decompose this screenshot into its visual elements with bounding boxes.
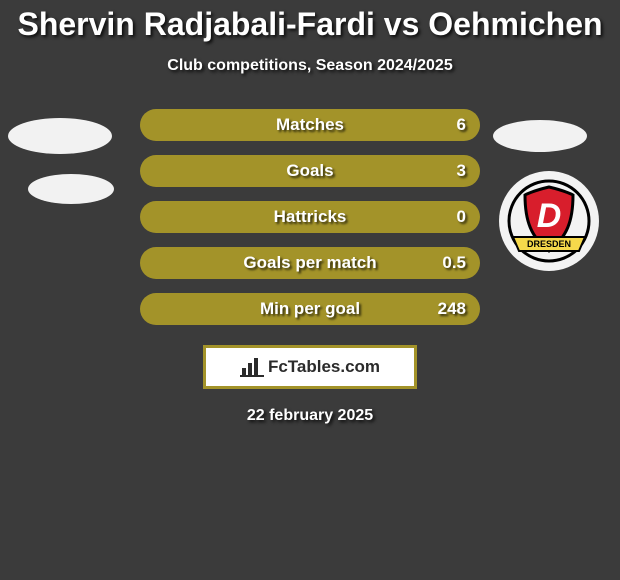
bar-chart-icon	[240, 356, 264, 378]
stat-right-value: 0.5	[442, 253, 466, 273]
stat-bar: Goals 3	[140, 155, 480, 187]
stat-right-value: 0	[457, 207, 466, 227]
stat-right-value: 6	[457, 115, 466, 135]
stat-row: Goals 3	[0, 155, 620, 187]
stat-bar: Hattricks 0	[140, 201, 480, 233]
stats-rows: Matches 6 Goals 3 Hattricks 0 Goals per …	[0, 109, 620, 325]
comparison-infographic: Shervin Radjabali-Fardi vs Oehmichen Clu…	[0, 0, 620, 580]
page-title: Shervin Radjabali-Fardi vs Oehmichen	[0, 6, 620, 43]
brand-text: FcTables.com	[268, 357, 380, 377]
stat-bar: Matches 6	[140, 109, 480, 141]
stat-row: Hattricks 0	[0, 201, 620, 233]
stat-row: Goals per match 0.5	[0, 247, 620, 279]
stat-label: Goals per match	[140, 253, 480, 273]
stat-label: Min per goal	[140, 299, 480, 319]
brand-chip: FcTables.com	[203, 345, 417, 389]
stat-bar: Min per goal 248	[140, 293, 480, 325]
stat-bar: Goals per match 0.5	[140, 247, 480, 279]
stat-right-value: 248	[438, 299, 466, 319]
stat-row: Min per goal 248	[0, 293, 620, 325]
stat-label: Goals	[140, 161, 480, 181]
stat-right-value: 3	[457, 161, 466, 181]
stat-label: Matches	[140, 115, 480, 135]
stat-row: Matches 6	[0, 109, 620, 141]
page-subtitle: Club competitions, Season 2024/2025	[0, 57, 620, 75]
stat-label: Hattricks	[140, 207, 480, 227]
footer-date: 22 february 2025	[0, 407, 620, 425]
